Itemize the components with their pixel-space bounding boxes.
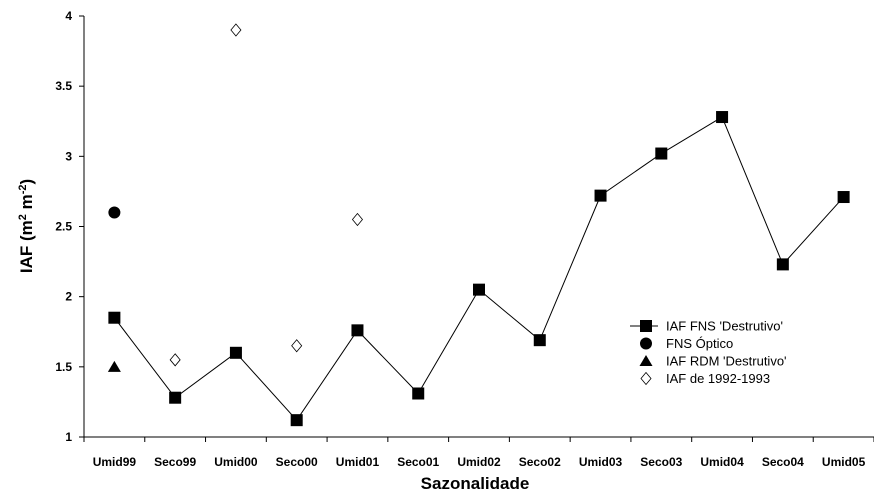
data-point: [108, 311, 121, 324]
data-point: [716, 111, 729, 124]
x-tick-label: Umid02: [457, 455, 501, 469]
data-point: [351, 212, 363, 227]
legend-item: IAF RDM 'Destrutivo': [639, 354, 787, 369]
legend-label: FNS Óptico: [666, 336, 733, 351]
tick-labels: 1 1.5 2 2.5 3 3.5 4 Umid99 Seco99 Umid00 Seco00 Umi…: [55, 9, 865, 469]
data-point: [594, 189, 607, 202]
legend: IAF FNS 'Destrutivo' FNS Óptico IAF RDM 'D…: [630, 319, 787, 386]
series-3: [169, 23, 363, 367]
data-point: [351, 324, 364, 337]
data-point: [837, 191, 850, 204]
x-axis-title: Sazonalidade: [421, 474, 530, 493]
series-2: [107, 360, 121, 372]
legend-label: IAF RDM 'Destrutivo': [666, 354, 787, 369]
data-point: [169, 353, 181, 367]
y-tick-label: 2: [65, 290, 72, 304]
x-tick-label: Seco03: [640, 455, 682, 469]
legend-label: IAF FNS 'Destrutivo': [666, 319, 783, 334]
series-layer: [107, 23, 850, 427]
data-point: [533, 334, 546, 347]
axes: [79, 15, 874, 442]
data-point: [229, 346, 242, 359]
x-tick-label: Seco00: [276, 455, 318, 469]
x-tick-label: Seco99: [154, 455, 196, 469]
legend-item: IAF de 1992-1993: [640, 371, 770, 386]
y-tick-label: 1: [65, 430, 72, 444]
y-tick-label: 1.5: [55, 360, 72, 374]
data-point: [776, 258, 789, 271]
legend-item: FNS Óptico: [640, 336, 733, 351]
x-tick-label: Seco04: [762, 455, 804, 469]
y-tick-label: 4: [65, 9, 72, 23]
data-point: [108, 206, 121, 219]
data-point: [107, 360, 121, 372]
legend-marker: [640, 337, 652, 350]
x-tick-label: Seco01: [397, 455, 439, 469]
data-point: [290, 414, 303, 427]
data-point: [230, 23, 242, 37]
series-0: [108, 111, 850, 427]
x-tick-label: Umid04: [700, 455, 744, 469]
x-tick-label: Umid05: [822, 455, 866, 469]
legend-item: IAF FNS 'Destrutivo': [630, 319, 783, 334]
x-tick-label: Umid00: [214, 455, 258, 469]
data-point: [473, 283, 485, 296]
x-tick-label: Seco02: [519, 455, 561, 469]
data-point: [655, 147, 668, 160]
series-1: [108, 206, 121, 219]
data-point: [412, 387, 425, 400]
y-tick-label: 3: [65, 149, 72, 163]
x-tick-label: Umid01: [336, 455, 380, 469]
legend-marker: [639, 355, 653, 366]
y-axis-title: IAF (m2 m-2): [17, 179, 36, 273]
data-point: [291, 339, 303, 353]
legend-label: IAF de 1992-1993: [666, 371, 770, 386]
y-tick-label: 2.5: [55, 220, 72, 234]
y-tick-label: 3.5: [55, 79, 72, 93]
legend-marker: [640, 371, 652, 386]
x-tick-label: Umid99: [93, 455, 137, 469]
x-tick-label: Umid03: [579, 455, 623, 469]
legend-marker: [640, 320, 652, 332]
data-point: [169, 391, 182, 404]
